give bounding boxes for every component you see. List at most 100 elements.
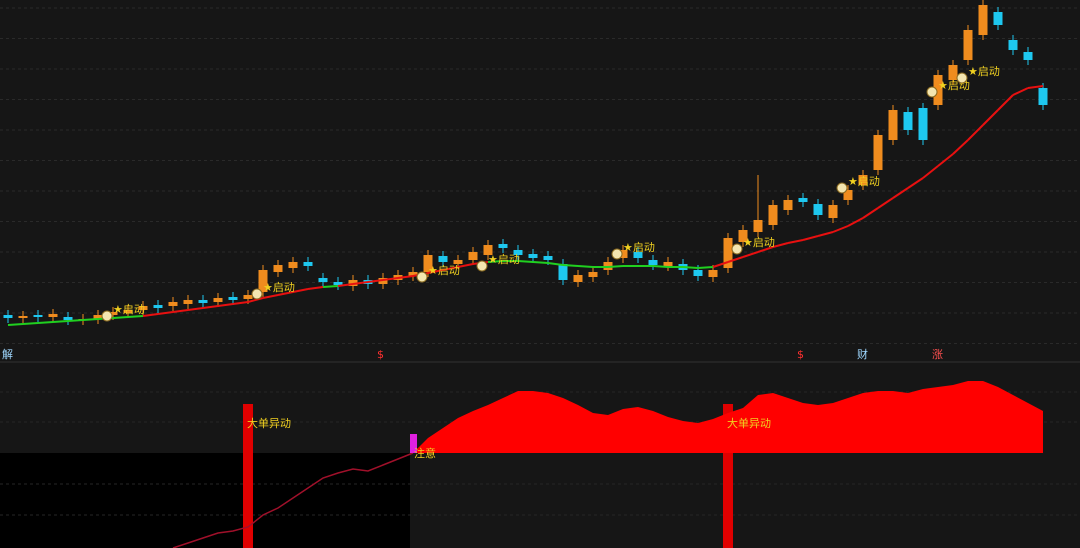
candle-body	[438, 256, 448, 262]
ma-line	[37, 321, 54, 324]
candle-body	[798, 198, 808, 202]
candle-body	[843, 190, 853, 200]
candle-body	[153, 305, 163, 308]
candle-body	[858, 175, 868, 185]
candle-body	[468, 252, 478, 260]
money-bag-icon	[101, 310, 113, 322]
candle-body	[978, 5, 988, 35]
ma-line	[847, 217, 864, 227]
candle-body	[1038, 88, 1048, 105]
candle-body	[738, 230, 748, 242]
ma-line	[802, 235, 819, 241]
candle-body	[228, 297, 238, 300]
notice-bar	[410, 434, 417, 453]
ma-line	[382, 277, 399, 281]
signal-label: ★启动	[263, 281, 295, 294]
ma-line	[532, 261, 549, 264]
signal-label: ★启动	[113, 303, 145, 316]
candle-body	[918, 108, 928, 140]
ma-line	[922, 165, 939, 179]
bottom-signal: 涨	[932, 348, 943, 361]
ma-line	[82, 318, 99, 321]
signal-label: ★启动	[623, 241, 655, 254]
trend-line	[172, 452, 414, 548]
energy-area	[413, 381, 1043, 453]
event-label: 大单异动	[247, 416, 291, 430]
ma-line	[427, 269, 444, 274]
ma-line	[562, 264, 579, 267]
ma-line	[547, 262, 564, 266]
candle-body	[48, 314, 58, 317]
candle-body	[303, 262, 313, 266]
candle-body	[273, 265, 283, 272]
bottom-signal: $	[797, 348, 804, 361]
money-bag-icon	[926, 86, 938, 98]
ma-line	[247, 297, 264, 303]
candle-body	[498, 244, 508, 248]
signal-label: ★启动	[848, 175, 880, 188]
ma-line	[862, 207, 879, 219]
ma-line	[697, 266, 714, 269]
candle-body	[873, 135, 883, 170]
ma-line	[652, 265, 669, 268]
candle-body	[18, 316, 28, 318]
ma-line	[757, 246, 774, 253]
ma-line	[337, 283, 354, 287]
ma-line	[682, 266, 699, 269]
ma-line	[67, 319, 84, 322]
candle-body	[993, 12, 1003, 25]
candle-body	[618, 250, 628, 258]
candle-body	[723, 238, 733, 268]
candle-body	[948, 65, 958, 80]
candle-body	[423, 255, 433, 272]
money-bag-icon	[836, 182, 848, 194]
event-bar	[723, 404, 733, 548]
ma-line	[397, 275, 414, 279]
ma-line	[832, 225, 849, 233]
ma-line	[772, 242, 789, 248]
candle-body	[1008, 40, 1018, 50]
ma-line	[202, 305, 219, 309]
candle-body	[318, 278, 328, 282]
ma-line	[712, 261, 729, 268]
ma-line	[577, 265, 594, 268]
ma-line	[952, 139, 969, 155]
candle-body	[3, 315, 13, 318]
candle-body	[243, 295, 253, 299]
candle-body	[648, 260, 658, 265]
ma-line	[262, 294, 279, 299]
candle-body	[408, 272, 418, 276]
money-bag-icon	[416, 271, 428, 283]
candle-body	[1023, 52, 1033, 60]
bottom-signal: 财	[857, 347, 868, 361]
candle-body	[693, 270, 703, 276]
ma-line	[22, 322, 39, 325]
ma-line	[187, 307, 204, 311]
ma-line	[487, 260, 504, 263]
candle-body	[333, 282, 343, 285]
ma-line	[997, 94, 1014, 111]
candle-body	[213, 298, 223, 302]
ma-line	[172, 309, 189, 313]
money-bag-icon	[731, 243, 743, 255]
ma-line	[112, 316, 129, 319]
candle-body	[663, 262, 673, 266]
ma-line	[937, 153, 954, 167]
ma-line	[52, 320, 69, 323]
ma-line	[142, 313, 159, 317]
ma-line	[982, 109, 999, 126]
signal-label: ★启动	[488, 253, 520, 266]
ma-line	[517, 260, 534, 263]
candle-body	[813, 204, 823, 215]
ma-line	[967, 124, 984, 141]
candle-body	[108, 312, 118, 315]
candle-body	[123, 310, 133, 313]
candle-body	[138, 306, 148, 310]
ma-line	[232, 301, 249, 305]
ma-line	[877, 197, 894, 209]
candle-body	[33, 315, 43, 317]
candle-body	[513, 250, 523, 255]
candle-body	[288, 262, 298, 268]
candle-body	[708, 270, 718, 277]
candle-body	[183, 300, 193, 304]
